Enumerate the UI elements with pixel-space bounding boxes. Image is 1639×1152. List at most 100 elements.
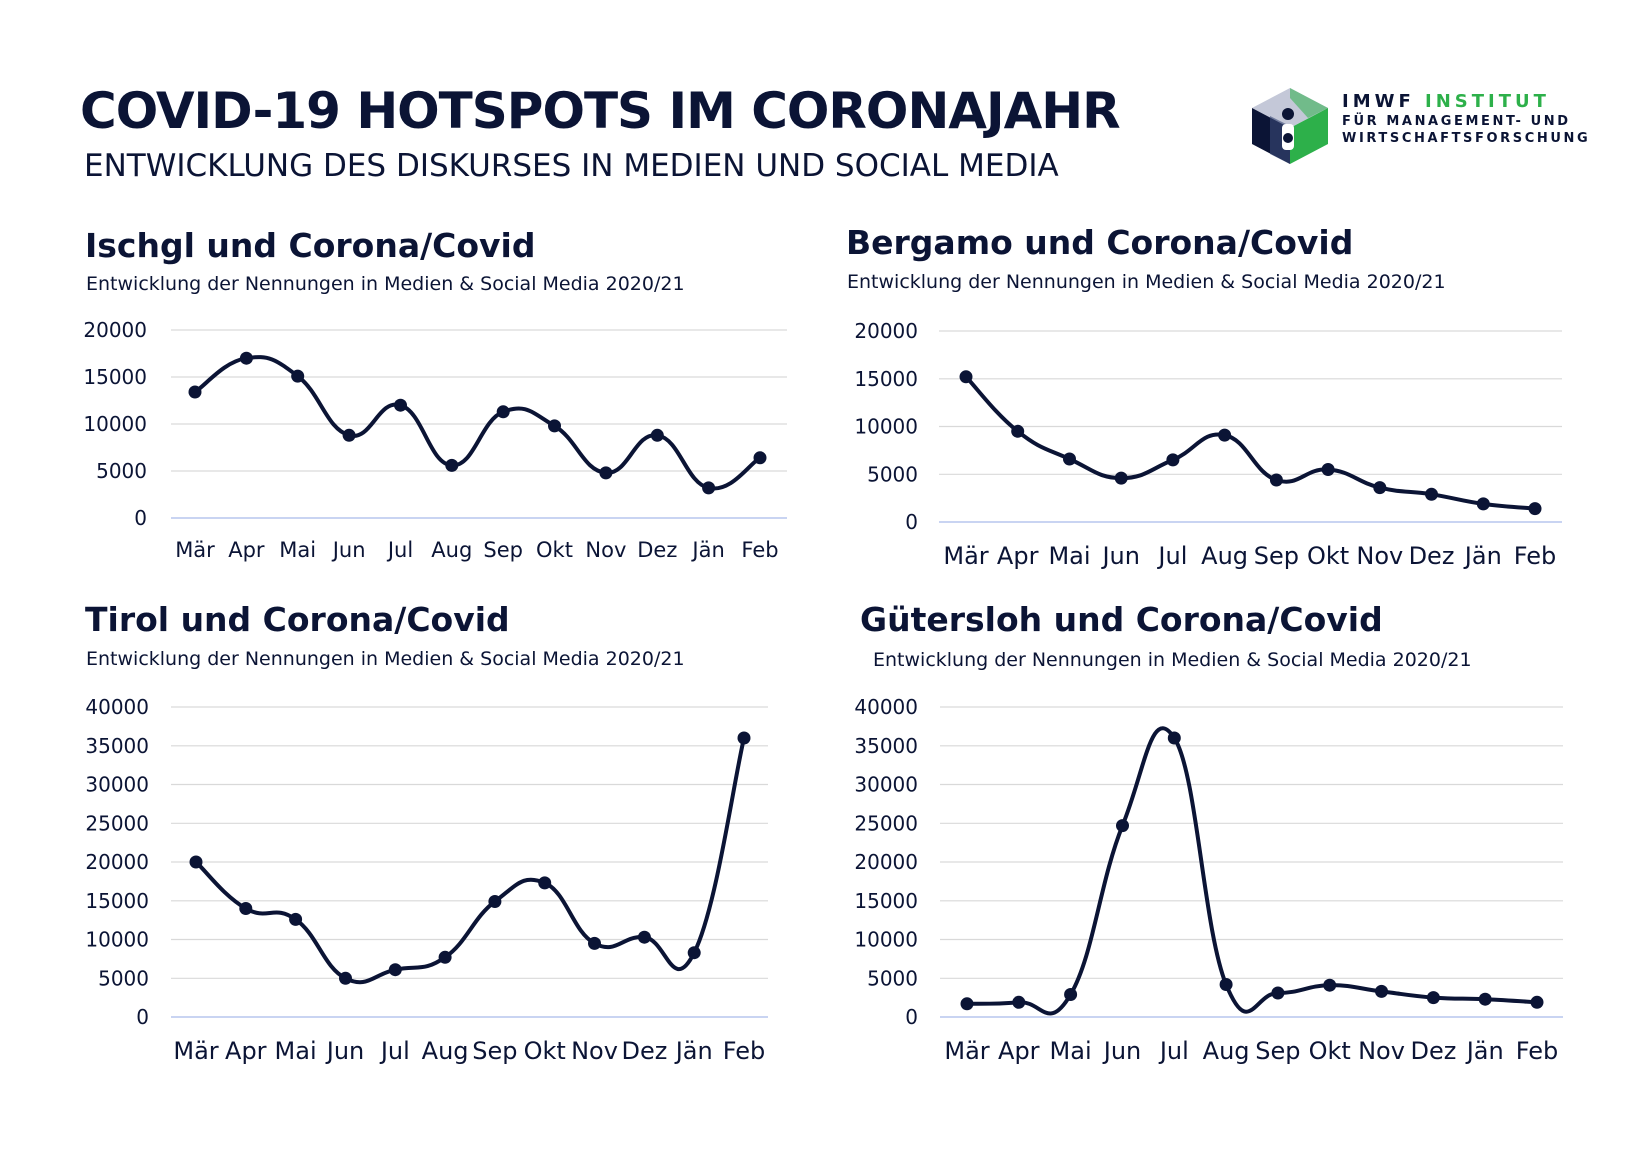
- logo-word-imwf: IMWF: [1342, 91, 1415, 112]
- ischgl-y-tick-label: 20000: [83, 318, 147, 342]
- bergamo-data-point: [1373, 481, 1387, 495]
- guetersloh-y-tick-label: 35000: [854, 734, 918, 758]
- ischgl-x-tick-label: Okt: [536, 538, 573, 562]
- ischgl-data-point: [496, 405, 510, 419]
- imwf-cube-logo-icon: [1252, 88, 1328, 164]
- tirol-data-point: [189, 855, 203, 869]
- guetersloh-x-tick-label: Mai: [1050, 1037, 1092, 1065]
- guetersloh-x-tick-label: Aug: [1203, 1037, 1250, 1065]
- tirol-data-point: [637, 930, 651, 944]
- guetersloh-x-tick-label: Jän: [1465, 1037, 1504, 1065]
- tirol-data-point: [488, 895, 502, 908]
- tirol-data-point: [239, 902, 253, 915]
- ischgl-data-point: [342, 428, 356, 442]
- tirol-x-tick-label: Apr: [225, 1037, 267, 1065]
- ischgl-x-tick-label: Jun: [331, 538, 366, 562]
- tirol-data-point: [538, 876, 552, 890]
- ischgl-x-tick-label: Jän: [690, 538, 724, 562]
- bergamo-x-tick-label: Mai: [1048, 542, 1090, 570]
- bergamo-x-tick-label: Jän: [1463, 542, 1502, 570]
- chart-subtitle-ischgl: Entwicklung der Nennungen in Medien & So…: [86, 273, 685, 295]
- guetersloh-data-point: [1012, 995, 1026, 1009]
- guetersloh-x-tick-label: Mär: [944, 1037, 989, 1065]
- guetersloh-data-point: [1530, 995, 1544, 1009]
- tirol-y-tick-label: 5000: [98, 967, 149, 991]
- bergamo-data-point: [1528, 502, 1542, 516]
- guetersloh-series-line: [965, 726, 1539, 1016]
- ischgl-data-point: [599, 466, 613, 480]
- ischgl-y-tick-label: 10000: [83, 412, 147, 436]
- bergamo-data-point: [1476, 497, 1490, 511]
- bergamo-y-tick-label: 10000: [854, 415, 918, 439]
- tirol-y-tick-label: 20000: [85, 850, 149, 874]
- ischgl-x-tick-label: Dez: [637, 538, 677, 562]
- tirol-y-tick-label: 40000: [85, 695, 149, 719]
- bergamo-x-tick-label: Aug: [1201, 542, 1248, 570]
- guetersloh-data-point: [1167, 731, 1181, 745]
- bergamo-data-point: [959, 370, 973, 384]
- logo-line-3: WIRTSCHAFTSFORSCHUNG: [1342, 131, 1591, 146]
- ischgl-y-tick-label: 0: [134, 506, 147, 530]
- guetersloh-data-point: [960, 997, 974, 1011]
- imwf-logo: IMWF INSTITUT FÜR MANAGEMENT- UND WIRTSC…: [1244, 86, 1604, 166]
- bergamo-data-point: [1321, 463, 1335, 476]
- bergamo-y-tick-label: 5000: [867, 462, 918, 486]
- ischgl-y-tick-label: 5000: [96, 459, 147, 483]
- guetersloh-y-tick-label: 20000: [854, 850, 918, 874]
- ischgl-data-point: [445, 458, 459, 472]
- bergamo-x-tick-label: Dez: [1409, 542, 1455, 570]
- bergamo-x-tick-label: Okt: [1307, 542, 1349, 570]
- tirol-x-tick-label: Aug: [422, 1037, 469, 1065]
- guetersloh-data-point: [1116, 819, 1129, 833]
- ischgl-x-tick-label: Feb: [741, 538, 778, 562]
- chart-title-ischgl: Ischgl und Corona/Covid: [85, 226, 536, 265]
- guetersloh-x-tick-label: Jun: [1102, 1037, 1142, 1065]
- tirol-y-tick-label: 25000: [85, 812, 149, 836]
- guetersloh-x-tick-label: Okt: [1309, 1037, 1351, 1065]
- bergamo-x-tick-label: Mär: [943, 542, 988, 570]
- bergamo-x-tick-label: Apr: [997, 542, 1039, 570]
- bergamo-x-tick-label: Jul: [1156, 542, 1187, 570]
- ischgl-data-point: [702, 481, 716, 495]
- guetersloh-data-point: [1375, 984, 1388, 998]
- guetersloh-data-point: [1426, 991, 1440, 1005]
- bergamo-data-point: [1114, 471, 1128, 485]
- tirol-y-tick-label: 35000: [85, 734, 149, 758]
- guetersloh-x-tick-label: Jul: [1158, 1037, 1189, 1065]
- page-title: COVID-19 HOTSPOTS IM CORONAJAHR: [80, 82, 1121, 140]
- guetersloh-x-tick-label: Nov: [1358, 1037, 1405, 1065]
- chart-subtitle-tirol: Entwicklung der Nennungen in Medien & So…: [86, 648, 685, 670]
- bergamo-y-tick-label: 0: [905, 510, 918, 534]
- tirol-x-tick-label: Jul: [379, 1037, 410, 1065]
- chart-title-tirol: Tirol und Corona/Covid: [85, 600, 510, 639]
- tirol-y-tick-label: 10000: [85, 928, 149, 952]
- guetersloh-x-tick-label: Sep: [1255, 1037, 1300, 1065]
- guetersloh-data-point: [1271, 986, 1285, 1000]
- bergamo-data-point: [1425, 487, 1438, 501]
- ischgl-x-tick-label: Apr: [228, 538, 265, 562]
- bergamo-data-point: [1063, 452, 1076, 466]
- bergamo-data-point: [1011, 424, 1025, 438]
- ischgl-x-tick-label: Mai: [279, 538, 316, 562]
- tirol-x-tick-label: Mär: [173, 1037, 218, 1065]
- guetersloh-data-point: [1323, 978, 1337, 992]
- ischgl-data-point: [394, 398, 407, 412]
- guetersloh-y-tick-label: 0: [905, 1005, 918, 1029]
- tirol-data-point: [438, 950, 452, 964]
- ischgl-x-tick-label: Mär: [175, 538, 215, 562]
- ischgl-data-point: [548, 419, 561, 433]
- chart-title-bergamo: Bergamo und Corona/Covid: [846, 223, 1354, 262]
- bergamo-x-tick-label: Sep: [1254, 542, 1299, 570]
- tirol-x-tick-label: Feb: [723, 1037, 766, 1065]
- bergamo-x-tick-label: Jun: [1100, 542, 1140, 570]
- tirol-data-point: [588, 936, 601, 950]
- guetersloh-y-tick-label: 5000: [867, 967, 918, 991]
- bergamo-data-point: [1218, 428, 1232, 442]
- tirol-x-tick-label: Mai: [275, 1037, 317, 1065]
- ischgl-y-tick-label: 15000: [83, 365, 147, 389]
- tirol-y-tick-label: 30000: [85, 773, 149, 797]
- logo-word-institut: INSTITUT: [1425, 91, 1550, 112]
